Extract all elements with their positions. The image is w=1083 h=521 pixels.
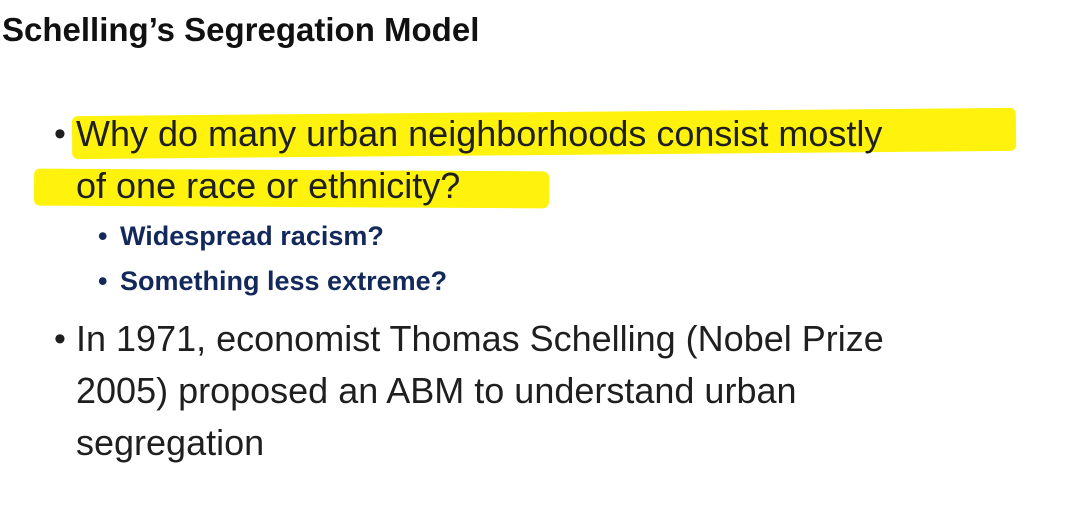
sub-bullet-item: • Widespread racism?: [98, 217, 384, 255]
sub-bullet-text: Widespread racism?: [120, 221, 384, 251]
sub-bullet-item: • Something less extreme?: [98, 262, 447, 300]
bullet-line: segregation: [76, 422, 265, 463]
bullet-line: 2005) proposed an ABM to understand urba…: [76, 370, 797, 411]
slide-title: Schelling’s Segregation Model: [2, 11, 480, 48]
sub-bullet-dot: •: [98, 266, 108, 296]
bullet-dot: •: [54, 320, 66, 358]
sub-bullet-text: Something less extreme?: [120, 266, 448, 296]
bullet-dot: •: [54, 115, 66, 153]
sub-bullet-dot: •: [98, 221, 108, 251]
bullet-text: In 1971, economist Thomas Schelling (Nob…: [76, 313, 884, 469]
bullet-text: Why do many urban neighborhoods consist …: [76, 108, 882, 212]
bullet-line: of one race or ethnicity?: [76, 165, 461, 206]
bullet-line: In 1971, economist Thomas Schelling (Nob…: [76, 318, 884, 359]
bullet-line: Why do many urban neighborhoods consist …: [76, 113, 883, 154]
